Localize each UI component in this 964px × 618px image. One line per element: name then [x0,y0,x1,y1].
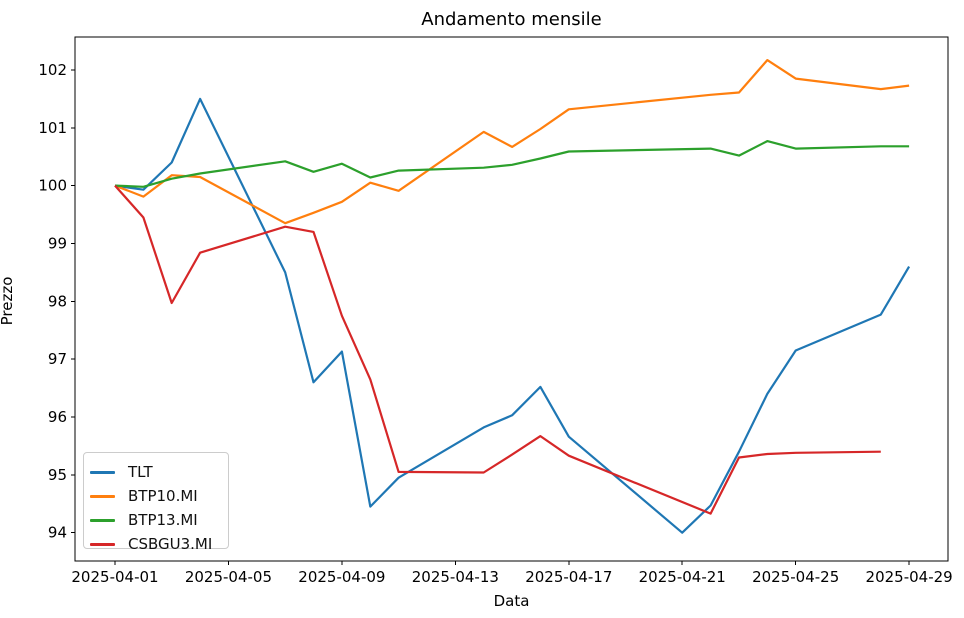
legend: TLT BTP10.MI BTP13.MI CSBGU3.MI [83,452,229,553]
y-tick-label: 94 [48,524,67,542]
x-tick-label: 2025-04-09 [298,568,385,586]
legend-item-CSBGU3.MI: CSBGU3.MI [90,532,228,556]
plot-border [74,36,949,562]
y-tick-label: 101 [38,119,67,137]
x-tick-label: 2025-04-17 [525,568,612,586]
x-tick-label: 2025-04-01 [71,568,158,586]
y-axis-label: Prezzo [0,276,16,326]
series-line-BTP10.MI [114,58,910,225]
y-tick-label: 97 [48,350,67,368]
legend-item-BTP13.MI: BTP13.MI [90,508,228,532]
legend-item-TLT: TLT [90,460,228,484]
series-line-BTP13.MI [114,140,910,188]
y-tick-label: 102 [38,61,67,79]
legend-swatch-BTP10.MI [90,494,115,498]
x-axis-label: Data [493,592,530,610]
legend-swatch-BTP13.MI [90,518,115,522]
y-tick-label: 95 [48,466,67,484]
legend-swatch-CSBGU3.MI [90,542,115,546]
legend-item-BTP10.MI: BTP10.MI [90,484,228,508]
x-tick-label: 2025-04-13 [412,568,499,586]
x-tick-label: 2025-04-21 [639,568,726,586]
y-tick-label: 99 [48,234,67,252]
legend-label: TLT [128,463,153,481]
series-line-TLT [114,97,911,534]
legend-label: BTP10.MI [128,487,198,505]
legend-label: CSBGU3.MI [128,535,213,553]
legend-label: BTP13.MI [128,511,198,529]
x-tick-label: 2025-04-29 [866,568,953,586]
y-tick-label: 100 [38,177,67,195]
x-tick-label: 2025-04-05 [185,568,272,586]
legend-swatch-TLT [90,470,115,474]
series-line-CSBGU3.MI [114,184,881,515]
y-tick-label: 96 [48,408,67,426]
x-tick-label: 2025-04-25 [752,568,839,586]
y-tick-label: 98 [48,292,67,310]
chart-title: Andamento mensile [421,9,602,30]
